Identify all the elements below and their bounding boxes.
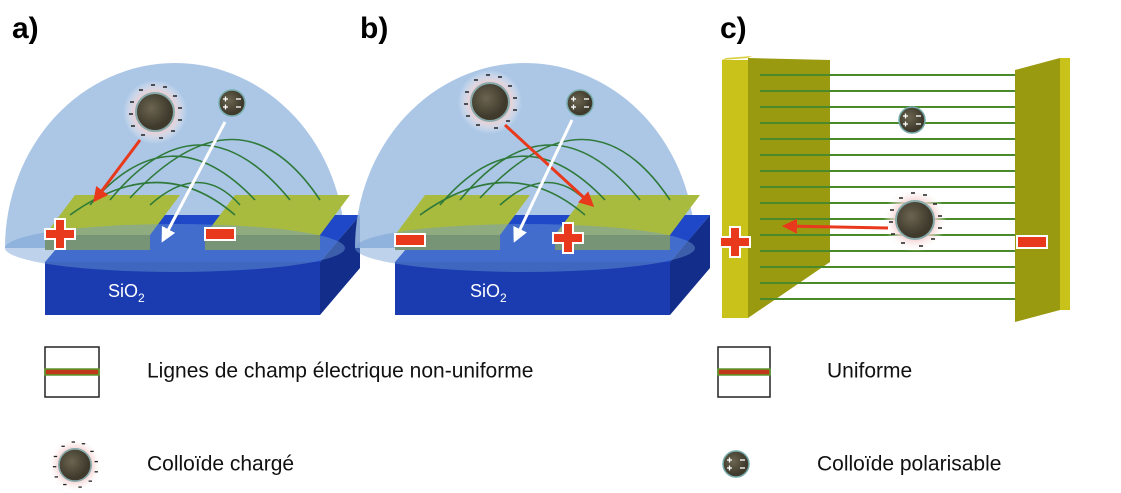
panel-label: a) [12,12,39,45]
panel-label: b) [360,12,388,45]
legend-label: Colloïde chargé [147,453,294,476]
legend: Lignes de champ électrique non-uniforme … [44,346,1001,493]
panel-b: SiO2 [354,62,711,316]
panel-label: c) [720,12,747,45]
substrate-label: SiO2 [470,281,507,305]
substrate-label: SiO2 [108,281,145,305]
panel-c [719,56,1070,322]
panel-a: SiO2 [4,62,361,316]
legend-label: Lignes de champ électrique non-uniforme [147,360,533,383]
legend-label: Uniforme [827,360,912,383]
legend-label: Colloïde polarisable [817,453,1001,476]
